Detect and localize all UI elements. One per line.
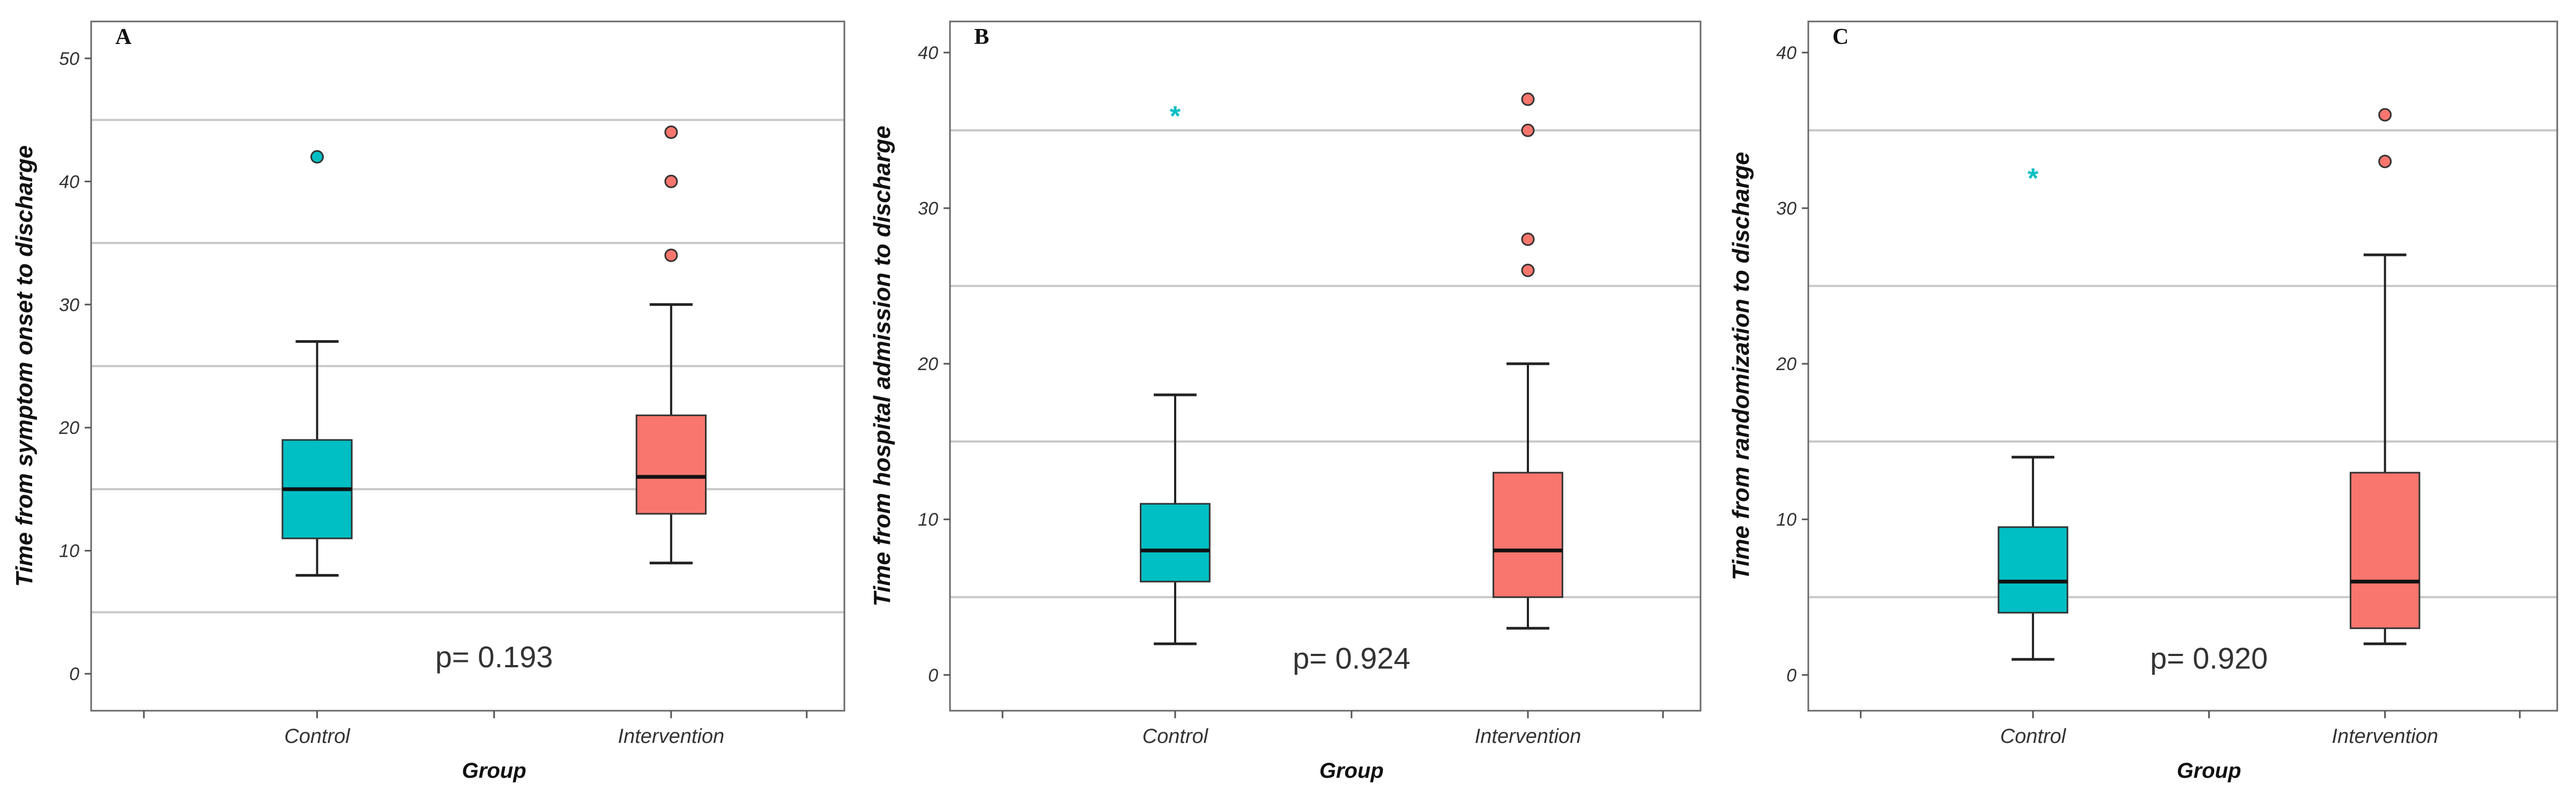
- y-tick-label: 40: [918, 43, 938, 63]
- y-tick-label: 30: [918, 198, 938, 219]
- plot-frame: [1807, 20, 2558, 712]
- y-tick-label: 0: [928, 665, 938, 686]
- iqr-box: [2349, 471, 2421, 629]
- p-value-annotation: p= 0.924: [1293, 641, 1411, 675]
- panel-letter: C: [1832, 25, 1849, 49]
- x-tick-label: Intervention: [618, 725, 725, 748]
- outlier-star: *: [2028, 163, 2039, 194]
- y-tick-label: 50: [59, 49, 79, 69]
- iqr-box: [635, 414, 707, 515]
- box-intervention: [635, 126, 707, 565]
- y-tick-label: 20: [58, 418, 79, 438]
- outlier-point: [1521, 263, 1535, 277]
- panel-c: 0 10 20 30 40 * Control Intervention p= 0.920 C Gr…: [1728, 20, 2558, 783]
- plot-frame: [90, 20, 845, 712]
- panel-letter: A: [115, 25, 132, 49]
- outlier-point: [2378, 154, 2392, 168]
- x-axis-title: Group: [2177, 759, 2241, 783]
- outlier-point: [2378, 108, 2392, 122]
- box-intervention: [2349, 108, 2421, 645]
- outlier-point: [664, 248, 678, 262]
- y-tick-label: 40: [1776, 43, 1796, 63]
- y-tick-label: 10: [918, 510, 938, 530]
- panel-b: 0 10 20 30 40 * Control Intervention p= 0.924 B Gr…: [869, 20, 1702, 783]
- x-tick-label: Intervention: [1475, 725, 1582, 748]
- box-intervention: [1493, 92, 1563, 630]
- y-tick-label: 0: [1786, 665, 1796, 686]
- plot-frame: [949, 20, 1702, 712]
- y-tick-label: 20: [917, 354, 938, 374]
- panel-a: 0 10 20 30 40 50 Control Intervention p= 0.193 A G…: [11, 20, 845, 783]
- p-value-annotation: p= 0.193: [435, 640, 553, 674]
- y-tick-label: 20: [1776, 354, 1796, 374]
- outlier-point: [664, 126, 678, 139]
- y-tick-label: 30: [1776, 198, 1796, 219]
- y-tick-label: 30: [59, 295, 79, 315]
- y-tick-label: 10: [59, 541, 79, 562]
- x-tick-label: Control: [2000, 725, 2067, 748]
- y-axis-title: Time from symptom onset to discharge: [11, 145, 38, 587]
- outlier-point: [310, 150, 324, 164]
- outlier-point: [1521, 92, 1535, 106]
- x-tick-label: Control: [1142, 725, 1209, 748]
- iqr-box: [1998, 526, 2068, 614]
- p-value-annotation: p= 0.920: [2150, 641, 2268, 675]
- box-control: [281, 150, 353, 577]
- outlier-point: [1521, 123, 1535, 137]
- box-control: *: [1140, 101, 1211, 645]
- outlier-point: [664, 174, 678, 188]
- x-tick-label: Control: [284, 725, 351, 748]
- y-axis-title: Time from randomization to discharge: [1728, 152, 1754, 580]
- outlier-point: [1521, 232, 1535, 246]
- x-axis-title: Group: [462, 759, 526, 783]
- box-control: *: [1998, 163, 2068, 661]
- iqr-box: [1493, 471, 1563, 598]
- x-tick-label: Intervention: [2332, 725, 2438, 748]
- y-tick-label: 0: [69, 664, 79, 684]
- panel-letter: B: [974, 25, 989, 49]
- x-axis-title: Group: [1319, 759, 1384, 783]
- outlier-star: *: [1170, 101, 1181, 132]
- y-tick-label: 40: [59, 172, 79, 192]
- iqr-box: [1140, 503, 1211, 583]
- y-tick-label: 10: [1776, 510, 1796, 530]
- y-axis-title: Time from hospital admission to discharg…: [869, 126, 895, 606]
